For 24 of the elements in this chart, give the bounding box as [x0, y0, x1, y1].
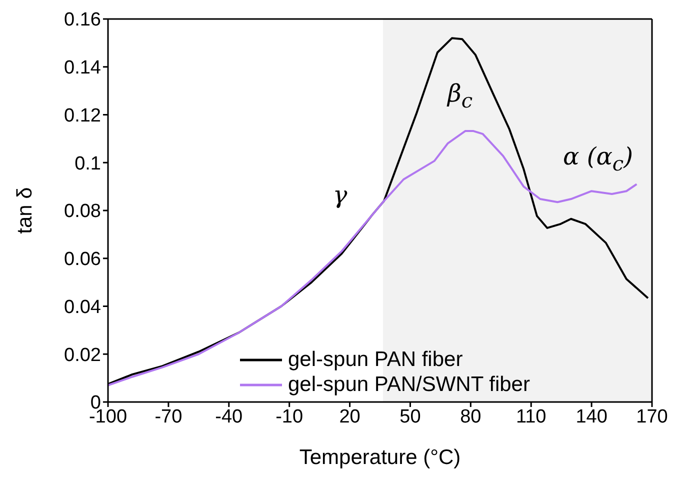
y-axis-title: tan δ — [13, 187, 36, 234]
x-tick-label: 80 — [460, 406, 482, 428]
y-tick-label: 0.16 — [64, 10, 101, 31]
y-tick-label: 0.14 — [64, 58, 102, 79]
annotation: α (α$_{c}$) — [563, 142, 633, 178]
x-tick-label: -70 — [154, 406, 182, 428]
y-tick-label: 0.06 — [64, 249, 101, 270]
annotation: β$_{c}$ — [447, 80, 473, 114]
y-tick-label: 0.12 — [64, 105, 101, 126]
y-tick-label: 0.02 — [64, 344, 101, 366]
annotation: γ — [332, 181, 348, 209]
x-tick-label: 110 — [516, 406, 546, 428]
x-tick-label: 20 — [339, 406, 360, 428]
legend-label: gel-spun PAN fiber — [288, 347, 463, 372]
x-tick-label: -10 — [276, 406, 304, 428]
y-tick-label: 0.1 — [74, 153, 101, 174]
legend-label: gel-spun PAN/SWNT fiber — [288, 372, 530, 397]
y-tick-label: 0.08 — [64, 201, 101, 222]
x-tick-label: 140 — [576, 406, 608, 428]
x-tick-label: 50 — [400, 406, 421, 428]
x-axis-title: Temperature (°C) — [299, 446, 461, 469]
x-tick-label: -40 — [215, 406, 243, 428]
x-tick-label: 170 — [636, 406, 668, 428]
y-tick-label: 0.04 — [64, 296, 102, 318]
